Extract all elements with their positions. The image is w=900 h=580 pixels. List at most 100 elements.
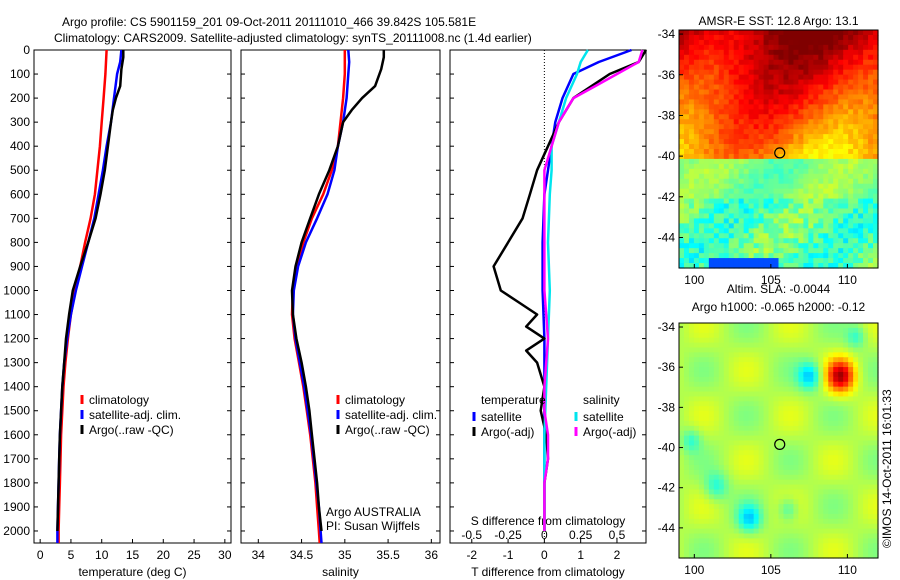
map-cell (768, 484, 775, 491)
map-cell (703, 263, 710, 269)
map-cell (868, 376, 874, 383)
map-cell (683, 367, 690, 373)
map-cell (858, 228, 864, 234)
x-tick-label: 100 (684, 273, 704, 287)
map-cell (713, 342, 720, 349)
map-cell (728, 119, 735, 125)
map-cell (753, 523, 760, 530)
map-cell (773, 89, 780, 96)
map-cell (793, 223, 799, 229)
map-cell (798, 499, 804, 505)
map-cell (693, 460, 700, 466)
map-cell (743, 64, 750, 71)
map-cell (679, 479, 685, 486)
map-cell (733, 99, 740, 105)
map-cell (683, 149, 690, 155)
map-cell (713, 460, 720, 466)
map-cell (798, 59, 804, 66)
map-cell (818, 381, 824, 388)
y-tick-label: -40 (658, 441, 676, 455)
map-cell (738, 469, 745, 476)
map-cell (733, 158, 740, 165)
map-cell (803, 323, 809, 329)
map-cell (738, 367, 745, 373)
map-cell (713, 208, 720, 215)
map-cell (733, 134, 740, 140)
map-cell (843, 144, 849, 150)
map-cell (843, 391, 849, 398)
map-cell (823, 198, 829, 205)
map-cell (683, 223, 690, 229)
map-cell (778, 59, 785, 66)
map-cell (703, 64, 710, 71)
map-cell (743, 543, 750, 549)
map-cell (833, 144, 839, 150)
map-cell (818, 518, 824, 525)
map-cell (808, 464, 814, 471)
map-cell (793, 173, 799, 180)
map-cell (813, 233, 819, 239)
map-cell (833, 59, 839, 66)
map-cell (728, 523, 735, 530)
map-cell (828, 352, 834, 358)
map-cell (828, 357, 834, 363)
map-cell (753, 183, 760, 190)
map-cell (783, 543, 790, 549)
map-cell (838, 233, 844, 239)
map-cell (783, 504, 790, 510)
map-cell (793, 69, 799, 76)
map-cell (863, 357, 869, 363)
map-cell (698, 464, 705, 471)
map-cell (868, 218, 874, 224)
map-cell (818, 64, 824, 71)
map-cell (688, 258, 695, 264)
map-cell (873, 59, 879, 66)
map-cell (863, 49, 869, 56)
map-cell (743, 173, 750, 180)
map-cell (838, 218, 844, 224)
map-cell (858, 188, 864, 195)
map-cell (679, 347, 685, 353)
map-cell (788, 39, 795, 46)
map-cell (788, 401, 795, 407)
map-cell (679, 243, 685, 249)
map-cell (808, 79, 814, 86)
map-cell (798, 371, 804, 378)
map-cell (768, 376, 775, 383)
map-cell (863, 391, 869, 398)
map-cell (723, 34, 730, 41)
map-cell (798, 347, 804, 353)
map-cell (753, 401, 760, 407)
map-cell (743, 34, 750, 41)
map-cell (708, 509, 715, 515)
map-cell (768, 332, 775, 339)
map-cell (758, 208, 765, 215)
map-cell (723, 263, 730, 269)
map-cell (738, 430, 745, 437)
map-cell (838, 327, 844, 334)
map-cell (748, 104, 755, 110)
map-cell (788, 411, 795, 417)
map-cell (778, 163, 785, 170)
map-subtitle: Argo h1000: -0.065 h2000: -0.12 (692, 300, 866, 314)
map-cell (778, 183, 785, 190)
map-cell (773, 406, 780, 412)
map-cell (743, 258, 750, 264)
map-cell (818, 233, 824, 239)
map-cell (708, 84, 715, 91)
map-cell (768, 233, 775, 239)
map-cell (728, 518, 735, 525)
map-cell (833, 79, 839, 86)
map-cell (748, 420, 755, 427)
map-cell (838, 455, 844, 461)
map-cell (743, 464, 750, 471)
map-cell (763, 416, 770, 422)
map-cell (738, 411, 745, 417)
map-cell (748, 173, 755, 180)
x-axis-label: temperature (deg C) (78, 565, 186, 579)
map-cell (863, 509, 869, 515)
map-cell (793, 504, 799, 510)
map-cell (758, 509, 765, 515)
map-cell (679, 430, 685, 437)
map-cell (788, 139, 795, 145)
